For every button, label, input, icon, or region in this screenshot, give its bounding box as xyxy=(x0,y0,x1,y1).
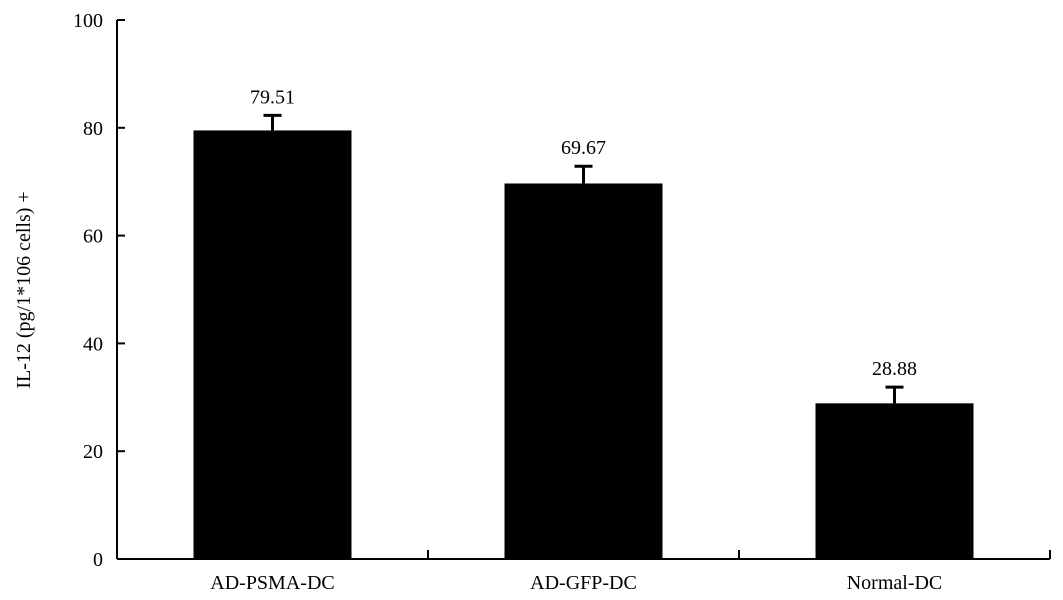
data-label: 79.51 xyxy=(250,86,295,108)
data-label: 69.67 xyxy=(561,137,606,159)
y-tick-label: 100 xyxy=(73,10,103,32)
labels: IL-12 (pg/1*106 cells) + 79.51 AD-PSMA-DC… xyxy=(13,86,942,594)
y-tick-label: 60 xyxy=(83,226,103,248)
x-category-label: Normal-DC xyxy=(847,572,943,594)
bar xyxy=(193,130,352,559)
y-tick-label: 80 xyxy=(83,118,103,140)
bar xyxy=(815,403,974,559)
bar xyxy=(504,183,663,559)
x-category-label: AD-PSMA-DC xyxy=(210,572,334,594)
y-tick-label: 20 xyxy=(83,441,103,463)
y-tick-label: 0 xyxy=(93,549,103,571)
bars xyxy=(193,113,974,559)
x-category-label: AD-GFP-DC xyxy=(530,572,637,594)
data-label: 28.88 xyxy=(872,358,917,380)
y-tick-label: 40 xyxy=(83,333,103,355)
y-axis-title: IL-12 (pg/1*106 cells) + xyxy=(13,191,35,388)
